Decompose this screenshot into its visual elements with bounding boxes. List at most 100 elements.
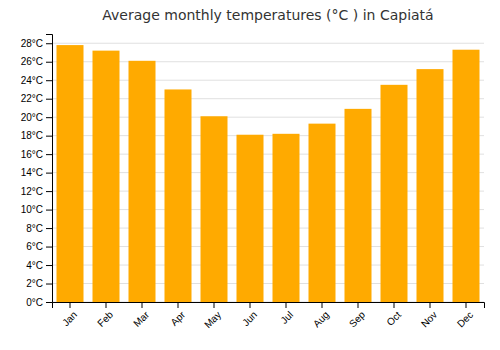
bar: [309, 124, 336, 302]
tick-label: Mar: [131, 309, 151, 329]
bar: [417, 69, 444, 302]
tick-label: 6°C: [26, 241, 43, 252]
tick: Mar: [131, 302, 151, 329]
tick-mark: [46, 62, 52, 63]
tick-label: Aug: [311, 309, 331, 329]
tick: Aug: [311, 302, 331, 329]
tick-mark: [70, 302, 71, 308]
tick-mark: [46, 43, 52, 44]
tick: Jul: [278, 302, 295, 326]
tick: 4°C: [26, 260, 52, 271]
tick-label: 12°C: [21, 186, 43, 197]
tick: Feb: [95, 302, 115, 329]
tick-mark: [286, 302, 287, 308]
tick-label: 24°C: [21, 75, 43, 86]
tick-mark: [46, 228, 52, 229]
tick-mark: [466, 302, 467, 308]
tick-label: 26°C: [21, 56, 43, 67]
tick: 26°C: [21, 56, 52, 67]
tick-label: 0°C: [26, 297, 43, 308]
tick: 16°C: [21, 149, 52, 160]
bar: [57, 45, 84, 302]
tick-mark: [46, 247, 52, 248]
tick-mark: [250, 302, 251, 308]
tick-mark: [106, 302, 107, 308]
tick: 14°C: [21, 167, 52, 178]
tick-label: Jan: [60, 309, 79, 328]
tick-mark: [322, 302, 323, 308]
tick: Jan: [60, 302, 79, 328]
axis-line: [53, 303, 485, 309]
tick: May: [202, 302, 223, 330]
tick-label: 8°C: [26, 223, 43, 234]
tick-label: 10°C: [21, 204, 43, 215]
tick-label: Feb: [95, 309, 115, 329]
tick-label: 28°C: [21, 38, 43, 49]
tick-label: 22°C: [21, 93, 43, 104]
tick-label: May: [202, 309, 223, 330]
bar: [129, 61, 156, 302]
tick-mark: [46, 284, 52, 285]
bar: [165, 89, 192, 302]
grid: [52, 43, 484, 302]
plot: 0°C 2°C 4°C 6°C 8°C 10°C 12°C 14°C 16°C 18°C 20°C 2…: [21, 35, 485, 331]
x-axis: Jan Feb Mar Apr May Jun Jul Aug Sep Oct Nov Dec: [53, 302, 485, 330]
tick-mark: [178, 302, 179, 308]
tick: 6°C: [26, 241, 52, 252]
tick: 20°C: [21, 112, 52, 123]
bar: [453, 50, 480, 302]
tick: Nov: [419, 302, 439, 329]
tick-label: 16°C: [21, 149, 43, 160]
tick-mark: [46, 173, 52, 174]
tick-mark: [46, 210, 52, 211]
tick-mark: [394, 302, 395, 308]
tick-mark: [358, 302, 359, 308]
tick-mark: [142, 302, 143, 308]
y-axis: 0°C 2°C 4°C 6°C 8°C 10°C 12°C 14°C 16°C 18°C 20°C 2…: [21, 35, 53, 308]
tick-label: 2°C: [26, 278, 43, 289]
tick: Jun: [240, 302, 259, 328]
tick: Dec: [455, 302, 475, 329]
grid-line: [52, 43, 484, 44]
tick-mark: [46, 191, 52, 192]
tick-mark: [46, 117, 52, 118]
tick-mark: [46, 154, 52, 155]
tick-label: Jul: [278, 309, 295, 326]
tick: 10°C: [21, 204, 52, 215]
title: Average monthly temperatures (°C ) in Ca…: [102, 7, 433, 23]
tick: Sep: [347, 302, 368, 329]
tick-label: 4°C: [26, 260, 43, 271]
tick-label: Nov: [419, 309, 439, 329]
tick-label: Dec: [455, 309, 475, 329]
bar: [93, 51, 120, 302]
tick-mark: [430, 302, 431, 308]
tick: 8°C: [26, 223, 52, 234]
tick: Oct: [384, 302, 403, 328]
tick-label: Oct: [384, 309, 403, 328]
bar: [345, 109, 372, 302]
tick-label: 20°C: [21, 112, 43, 123]
tick-label: Jun: [240, 309, 259, 328]
tick-mark: [46, 302, 52, 303]
tick: 12°C: [21, 186, 52, 197]
tick: 22°C: [21, 93, 52, 104]
tick: 0°C: [26, 297, 52, 308]
axis-line: [46, 35, 53, 303]
bar: [237, 135, 264, 302]
tick-mark: [46, 136, 52, 137]
tick-label: 14°C: [21, 167, 43, 178]
bar: [201, 116, 228, 302]
tick-label: Sep: [347, 309, 368, 330]
tick-mark: [46, 265, 52, 266]
tick: Apr: [168, 302, 187, 328]
bar: [381, 85, 408, 302]
tick-mark: [46, 99, 52, 100]
chart: 0°C 2°C 4°C 6°C 8°C 10°C 12°C 14°C 16°C 18°C 20°C 2…: [0, 0, 500, 350]
tick: 28°C: [21, 38, 52, 49]
tick-label: 18°C: [21, 130, 43, 141]
tick-mark: [214, 302, 215, 308]
tick-mark: [46, 80, 52, 81]
tick: 2°C: [26, 278, 52, 289]
tick: 24°C: [21, 75, 52, 86]
tick: 18°C: [21, 130, 52, 141]
